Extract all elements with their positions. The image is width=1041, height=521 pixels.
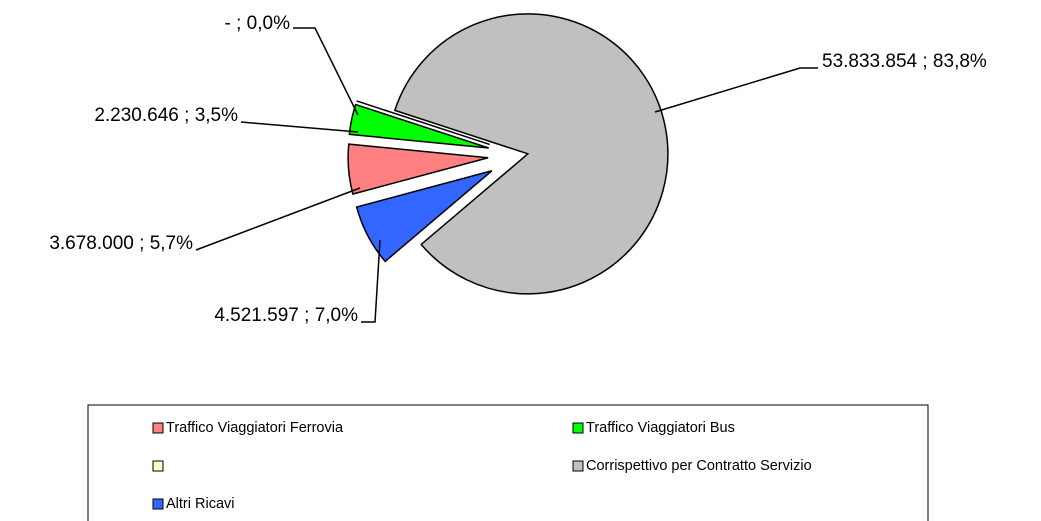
leader-line [361,239,381,323]
data-label: 2.230.646 ; 3,5% [94,105,238,126]
legend-label: Traffico Viaggiatori Ferrovia [166,420,344,436]
legend-swatch [152,460,164,472]
legend-swatch [572,460,584,472]
leader-line [654,67,818,113]
pie-slice [355,170,493,263]
legend-swatch [572,422,584,434]
legend-label: Corrispettivo per Contratto Servizio [586,458,812,474]
data-label: 53.833.854 ; 83,8% [822,51,987,72]
leader-line [195,187,361,251]
data-label: - ; 0,0% [225,13,291,34]
pie-slice [356,100,490,146]
legend-swatch [152,498,164,510]
data-label: 3.678.000 ; 5,7% [49,233,193,254]
leader-line [240,121,359,133]
leader-line [293,27,359,116]
pie-slice [393,13,669,295]
legend-swatch [152,422,164,434]
pie-slice [348,103,489,149]
data-label: 4.521.597 ; 7,0% [214,305,358,326]
legend-box [87,404,929,521]
legend-label: Altri Ricavi [166,496,234,512]
legend-label: Traffico Viaggiatori Bus [586,420,735,436]
pie-slice [347,143,489,195]
